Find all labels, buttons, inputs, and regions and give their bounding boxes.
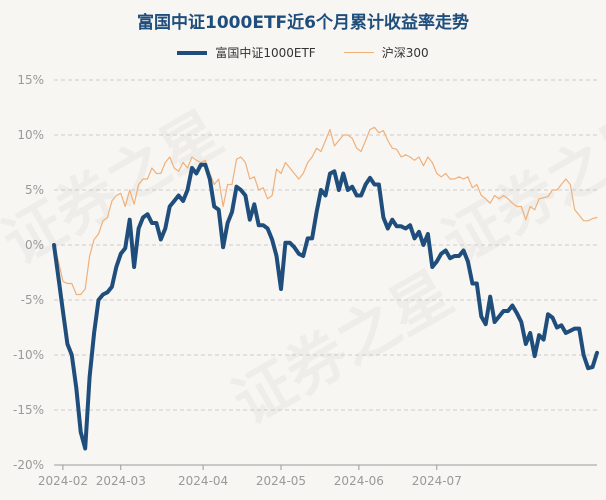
x-tick-label: 2024-02 [38, 474, 88, 488]
y-tick-label: 0% [25, 238, 44, 252]
y-tick-label: -15% [13, 403, 44, 417]
x-tick-label: 2024-07 [412, 474, 462, 488]
series-line-etf [52, 162, 599, 451]
x-tick-label: 2024-06 [334, 474, 384, 488]
legend-swatch-etf [177, 50, 208, 55]
chart-title: 富国中证1000ETF近6个月累计收益率走势 [137, 13, 469, 33]
legend-swatch-hs300 [343, 52, 374, 53]
x-tick-label: 2024-04 [178, 474, 228, 488]
y-tick-label: -5% [21, 293, 44, 307]
y-tick-label: 10% [17, 128, 44, 142]
y-tick-label: 15% [17, 73, 44, 87]
y-tick-label: -20% [13, 458, 44, 472]
y-tick-label: 5% [25, 183, 44, 197]
legend-item-hs300[interactable]: 沪深300 [343, 44, 429, 61]
legend-label-etf: 富国中证1000ETF [215, 46, 316, 60]
legend-item-etf[interactable]: 富国中证1000ETF [177, 44, 316, 61]
x-tick-label: 2024-03 [96, 474, 146, 488]
y-tick-label: -10% [13, 348, 44, 362]
x-tick-label: 2024-05 [256, 474, 306, 488]
legend: 富国中证1000ETF 沪深300 [0, 44, 606, 61]
series-line-hs300 [53, 126, 598, 296]
legend-label-hs300: 沪深300 [381, 46, 429, 60]
